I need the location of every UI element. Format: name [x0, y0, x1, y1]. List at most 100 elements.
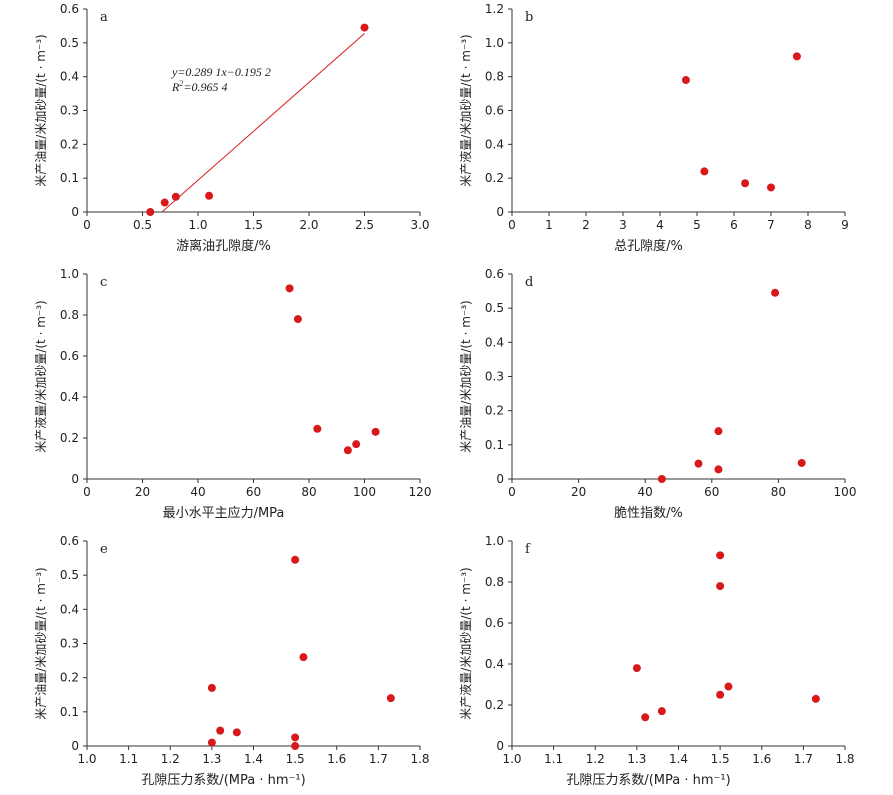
r-squared-symbol: R: [171, 80, 180, 94]
y-tick-label: 0.4: [60, 602, 79, 616]
data-point: [352, 440, 361, 449]
x-tick-label: 7: [767, 218, 775, 232]
y-axis-title: 米产液量/米加砂量/(t · m⁻³): [458, 567, 473, 719]
x-tick-label: 40: [190, 485, 205, 499]
chart-panel-b: 0 1 2 3 4 5 6 7 8 9 0 0.2 0.4 0.6 0.8 1.0 1.2 总孔隙度/% 米产液量/…: [458, 2, 849, 254]
y-tick-label: 0.1: [485, 438, 504, 452]
y-tick-label: 0.5: [60, 36, 79, 50]
x-axis-title: 孔隙压力系数/(MPa · hm⁻¹): [141, 773, 305, 788]
y-tick-label: 0.2: [60, 671, 79, 685]
x-tick-label: 1.1: [544, 752, 563, 766]
y-tick-label: 0.1: [60, 171, 79, 185]
data-point: [386, 694, 395, 703]
x-tick-label: 1.2: [586, 752, 605, 766]
data-point: [700, 167, 709, 176]
x-tick-label: 8: [804, 218, 812, 232]
x-tick-label: 1.2: [161, 752, 180, 766]
r-squared: R2=0.965 4: [171, 79, 227, 94]
x-tick-label: 1.5: [286, 752, 305, 766]
x-tick-label: 4: [656, 218, 664, 232]
data-point: [207, 738, 216, 747]
chart-panel-d: 0 20 40 60 80 100 0 0.1 0.2 0.3 0.4 0.5 0.6 脆性指数/% 米产油…: [459, 267, 856, 521]
x-tick-label: 40: [638, 485, 653, 499]
y-tick-label: 0: [71, 739, 79, 753]
data-point: [714, 427, 723, 436]
x-tick-label: 1.0: [502, 752, 521, 766]
chart-panel-f: 1.0 1.1 1.2 1.3 1.4 1.5 1.6 1.7 1.8 0 0.2 0.4 0.6 0.8…: [458, 534, 855, 788]
y-tick-label: 0.6: [60, 2, 79, 16]
x-tick-label: 100: [353, 485, 376, 499]
x-axis-title: 脆性指数/%: [614, 505, 683, 521]
y-tick-label: 0.6: [485, 267, 504, 281]
regression-equation: y=0.289 1x−0.195 2: [171, 65, 271, 79]
data-point: [716, 582, 725, 591]
data-point: [771, 288, 780, 297]
x-tick-label: 0: [83, 218, 91, 232]
y-tick-label: 0: [496, 472, 504, 486]
x-tick-label: 2.0: [299, 218, 318, 232]
x-axis-title: 总孔隙度/%: [614, 238, 683, 254]
x-tick-label: 1.6: [752, 752, 771, 766]
x-tick-label: 1.1: [119, 752, 138, 766]
x-tick-label: 0: [83, 485, 91, 499]
data-point: [681, 76, 690, 85]
chart-panel-c: 0 20 40 60 80 100 120 0 0.2 0.4 0.6 0.8 1.0 最小水平主应力/M…: [33, 267, 431, 521]
panel-letter: e: [100, 542, 108, 557]
data-point: [360, 23, 369, 32]
y-tick-label: 0.5: [60, 568, 79, 582]
x-tick-label: 1.4: [669, 752, 688, 766]
data-point: [371, 427, 380, 436]
data-point: [313, 424, 322, 433]
data-point: [293, 315, 302, 324]
y-tick-label: 0.1: [60, 705, 79, 719]
x-axis-title: 孔隙压力系数/(MPa · hm⁻¹): [566, 773, 730, 788]
x-tick-label: 6: [730, 218, 738, 232]
y-axis-title: 米产液量/米加砂量/(t · m⁻³): [33, 300, 48, 452]
data-point: [160, 198, 169, 207]
x-axis-title: 最小水平主应力/MPa: [163, 505, 285, 521]
x-tick-label: 0: [508, 218, 516, 232]
x-tick-label: 0: [508, 485, 516, 499]
y-axis-title: 米产油量/米加砂量/(t · m⁻³): [459, 300, 473, 452]
x-tick-label: 1.6: [327, 752, 346, 766]
x-tick-label: 1.4: [244, 752, 263, 766]
x-tick-label: 1: [545, 218, 553, 232]
panel-letter: b: [525, 10, 533, 25]
x-tick-label: 20: [135, 485, 150, 499]
x-tick-label: 9: [841, 218, 849, 232]
x-tick-label: 2: [582, 218, 590, 232]
y-tick-label: 0.3: [485, 370, 504, 384]
y-tick-label: 0.8: [60, 308, 79, 322]
x-tick-label: 80: [301, 485, 316, 499]
data-point: [205, 191, 214, 200]
y-tick-label: 1.0: [60, 267, 79, 281]
y-tick-label: 0.6: [60, 349, 79, 363]
x-tick-label: 60: [704, 485, 719, 499]
y-tick-label: 0.4: [60, 70, 79, 84]
x-tick-label: 80: [771, 485, 786, 499]
data-point: [291, 733, 300, 742]
y-tick-label: 0: [496, 739, 504, 753]
data-point: [716, 690, 725, 699]
data-point: [716, 551, 725, 560]
y-tick-label: 1.0: [485, 36, 504, 50]
r-squared-exponent: 2: [179, 79, 183, 88]
y-tick-label: 0.3: [60, 637, 79, 651]
data-point: [811, 694, 820, 703]
data-point: [767, 183, 775, 192]
data-point: [171, 192, 180, 201]
data-point: [291, 742, 300, 750]
x-tick-label: 1.8: [835, 752, 854, 766]
x-tick-label: 1.3: [202, 752, 221, 766]
y-axis-title: 米产液量/米加砂量/(t · m⁻³): [458, 34, 473, 186]
x-tick-label: 1.5: [711, 752, 730, 766]
data-point: [207, 683, 216, 692]
x-tick-label: 100: [834, 485, 857, 499]
x-tick-label: 120: [409, 485, 432, 499]
data-point: [797, 458, 806, 467]
y-tick-label: 0.4: [485, 657, 504, 671]
data-point: [232, 728, 241, 737]
y-tick-label: 0.6: [485, 104, 504, 118]
data-point: [632, 664, 641, 673]
